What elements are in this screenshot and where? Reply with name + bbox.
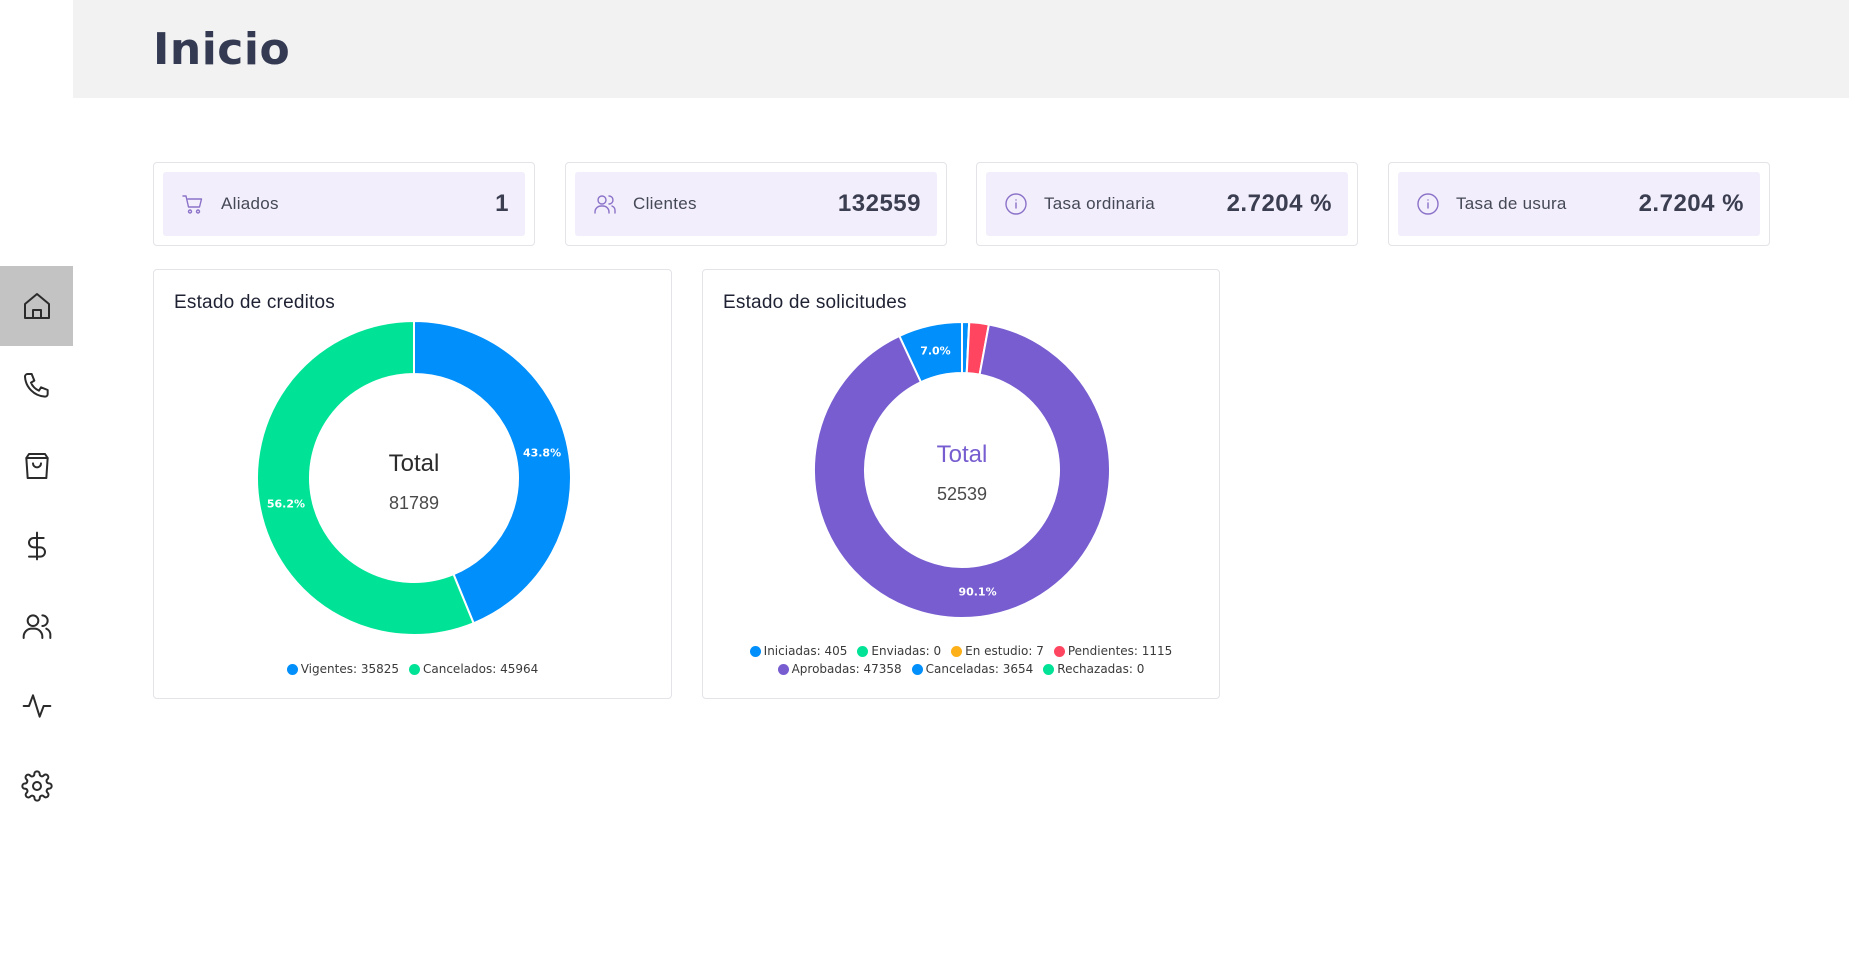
- chart-title: Estado de creditos: [174, 292, 335, 313]
- gear-icon: [20, 770, 53, 802]
- chart-card-creditos: Estado de creditos 43.8% 56.2% Total 8178…: [153, 269, 672, 699]
- activity-icon: [22, 694, 51, 718]
- legend-label: Aprobadas: 47358: [791, 662, 902, 676]
- legend-item[interactable]: Enviadas: 0: [857, 642, 941, 660]
- stat-value: 2.7204 %: [1638, 190, 1744, 217]
- shopping-bag-icon: [24, 453, 49, 479]
- stat-card-aliados: Aliados 1: [153, 162, 535, 246]
- chart-center-value: 52539: [937, 484, 987, 504]
- users-icon: [593, 192, 617, 216]
- legend-label: Vigentes: 35825: [300, 662, 399, 676]
- sidebar-item-money[interactable]: [0, 506, 73, 586]
- legend-label: Cancelados: 45964: [423, 662, 539, 676]
- legend-marker: [857, 645, 869, 657]
- legend-item[interactable]: Rechazadas: 0: [1043, 660, 1144, 678]
- sidebar-item-phone[interactable]: [0, 346, 73, 426]
- legend-item[interactable]: Pendientes: 1115: [1053, 642, 1173, 660]
- home-icon: [23, 293, 50, 319]
- legend-label: Canceladas: 3654: [925, 662, 1034, 676]
- sidebar: [0, 0, 73, 976]
- legend-item[interactable]: En estudio: 7: [951, 642, 1044, 660]
- stat-label: Tasa ordinaria: [1044, 194, 1155, 213]
- dollar-icon: [27, 531, 46, 561]
- sidebar-item-home[interactable]: [0, 266, 73, 346]
- sidebar-item-users[interactable]: [0, 586, 73, 666]
- stat-label: Tasa de usura: [1456, 194, 1567, 213]
- legend-label: Iniciadas: 405: [763, 644, 848, 658]
- page-title: Inicio: [153, 24, 291, 75]
- top-bar: [73, 0, 1849, 98]
- donut-slice-aprobadas[interactable]: [813, 323, 1111, 619]
- donut-slice-vigentes[interactable]: [413, 319, 572, 625]
- legend-item[interactable]: Cancelados: 45964: [409, 660, 538, 678]
- slice-data-label: 90.1%: [958, 586, 996, 599]
- stat-value: 132559: [837, 190, 921, 217]
- legend-marker: [749, 645, 761, 657]
- slice-data-label: 56.2%: [267, 497, 305, 510]
- legend-marker: [777, 663, 789, 675]
- chart-card-solicitudes: Estado de solicitudes 90.1% 7.0% Total 52…: [702, 269, 1220, 699]
- chart-legend: Iniciadas: 405 Enviadas: 0 En estudio: 7 Pe…: [703, 642, 1219, 678]
- stat-card-tasa-ordinaria: Tasa ordinaria 2.7204 %: [976, 162, 1358, 246]
- donut-chart-solicitudes: 90.1% 7.0% Total 52539: [813, 320, 1111, 619]
- slice-data-label: 43.8%: [523, 447, 561, 460]
- legend-marker: [911, 663, 923, 675]
- legend-item[interactable]: Aprobadas: 47358: [777, 660, 902, 678]
- legend-item[interactable]: Vigentes: 35825: [286, 660, 399, 678]
- cart-icon: [181, 192, 205, 216]
- stat-value: 1: [495, 190, 509, 217]
- legend-marker: [1053, 645, 1065, 657]
- stat-label: Aliados: [221, 194, 279, 213]
- donut-chart-creditos: 43.8% 56.2% Total 81789: [256, 319, 572, 636]
- phone-icon: [23, 373, 49, 398]
- info-icon: [1004, 192, 1028, 216]
- legend-item[interactable]: Canceladas: 3654: [911, 660, 1034, 678]
- sidebar-item-settings[interactable]: [0, 746, 73, 826]
- info-icon: [1416, 192, 1440, 216]
- legend-marker: [409, 663, 420, 675]
- chart-center-value: 81789: [389, 493, 439, 513]
- legend-marker: [951, 645, 963, 657]
- chart-center-title: Total: [937, 441, 988, 468]
- sidebar-item-activity[interactable]: [0, 666, 73, 746]
- stat-card-tasa-usura: Tasa de usura 2.7204 %: [1388, 162, 1770, 246]
- legend-label: Enviadas: 0: [871, 644, 942, 658]
- stat-card-clientes: Clientes 132559: [565, 162, 947, 246]
- legend-marker: [1043, 663, 1055, 675]
- users-icon: [22, 614, 51, 639]
- chart-center-title: Total: [389, 450, 440, 477]
- chart-legend: Vigentes: 35825 Cancelados: 45964: [154, 660, 671, 678]
- legend-label: Pendientes: 1115: [1067, 644, 1173, 658]
- legend-label: En estudio: 7: [965, 644, 1044, 658]
- chart-title: Estado de solicitudes: [723, 292, 907, 313]
- stat-label: Clientes: [633, 194, 697, 213]
- donut-slice-canceladas[interactable]: [898, 320, 963, 384]
- donut-slice-cancelados[interactable]: [256, 319, 475, 636]
- slice-data-label: 7.0%: [920, 344, 951, 357]
- legend-label: Rechazadas: 0: [1057, 662, 1145, 676]
- stat-value: 2.7204 %: [1226, 190, 1332, 217]
- legend-marker: [286, 663, 298, 675]
- legend-item[interactable]: Iniciadas: 405: [749, 642, 848, 660]
- sidebar-item-shopping[interactable]: [0, 426, 73, 506]
